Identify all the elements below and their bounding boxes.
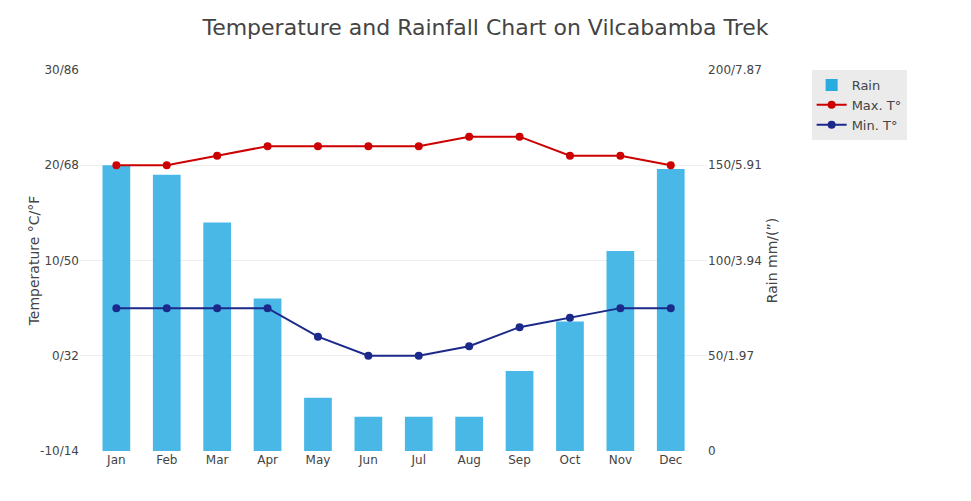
svg-text:Aug: Aug [457, 453, 480, 467]
svg-text:Min. T°: Min. T° [852, 118, 898, 133]
svg-text:200/7.87: 200/7.87 [708, 63, 762, 77]
svg-text:0/32: 0/32 [52, 349, 79, 363]
svg-text:Rain mm/(”): Rain mm/(”) [764, 218, 780, 303]
svg-text:-10/14: -10/14 [40, 444, 79, 458]
svg-text:Temperature °C/°F: Temperature °C/°F [26, 196, 42, 327]
svg-text:Nov: Nov [609, 453, 632, 467]
svg-text:Oct: Oct [560, 453, 581, 467]
svg-text:20/68: 20/68 [44, 158, 79, 172]
svg-text:Jun: Jun [358, 453, 378, 467]
svg-text:Apr: Apr [257, 453, 278, 467]
svg-text:Max. T°: Max. T° [852, 98, 902, 113]
svg-text:30/86: 30/86 [44, 63, 79, 77]
svg-text:Jul: Jul [411, 453, 426, 467]
svg-text:Dec: Dec [659, 453, 682, 467]
svg-text:Feb: Feb [156, 453, 177, 467]
svg-text:Temperature and Rainfall Chart: Temperature and Rainfall Chart on Vilcab… [201, 15, 768, 40]
svg-text:Mar: Mar [206, 453, 229, 467]
svg-text:150/5.91: 150/5.91 [708, 158, 762, 172]
svg-text:Jan: Jan [106, 453, 126, 467]
svg-text:Rain: Rain [852, 78, 881, 93]
svg-text:10/50: 10/50 [44, 254, 79, 268]
svg-text:100/3.94: 100/3.94 [708, 254, 762, 268]
svg-text:50/1.97: 50/1.97 [708, 349, 754, 363]
svg-text:May: May [306, 453, 331, 467]
svg-text:0: 0 [708, 444, 716, 458]
svg-text:Sep: Sep [508, 453, 531, 467]
